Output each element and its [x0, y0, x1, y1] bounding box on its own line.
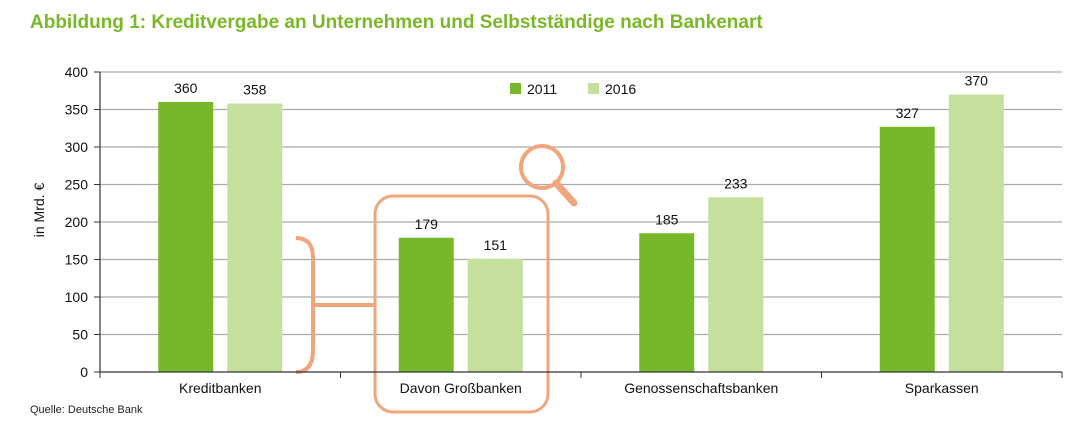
legend-swatch — [588, 83, 599, 94]
magnifier-icon — [519, 144, 565, 190]
bar — [227, 103, 283, 372]
y-tick-label: 100 — [65, 289, 89, 305]
y-tick-label: 0 — [80, 364, 88, 380]
data-label: 233 — [724, 175, 748, 191]
bar — [467, 258, 523, 372]
magnifier-handle — [552, 179, 578, 207]
bars — [158, 94, 1004, 372]
y-tick-label: 200 — [65, 214, 89, 230]
bar — [639, 233, 695, 372]
y-tick-label: 50 — [72, 327, 88, 343]
data-label: 179 — [415, 216, 439, 232]
data-label: 360 — [174, 80, 198, 96]
source-note: Quelle: Deutsche Bank — [30, 404, 143, 416]
axes: 0 50 100 150 200 250 300 350 400 Kreditbanken Davo… — [65, 64, 1063, 396]
legend-label: 2016 — [605, 81, 636, 97]
y-axis-label: in Mrd. € — [31, 183, 47, 238]
legend-label: 2011 — [527, 81, 557, 97]
data-labels: 360 358 179 151 185 233 327 370 — [174, 73, 988, 253]
x-tick-label: Genossenschaftsbanken — [624, 380, 778, 396]
y-tick-label: 350 — [65, 102, 89, 118]
bracket-shape — [295, 236, 315, 374]
bar — [398, 237, 454, 372]
data-label: 370 — [965, 73, 989, 89]
bar — [948, 94, 1004, 372]
x-tick-label: Kreditbanken — [179, 380, 262, 396]
data-label: 185 — [655, 211, 679, 227]
legend: 2011 2016 — [510, 81, 636, 97]
bar — [158, 102, 214, 372]
data-label: 151 — [484, 237, 508, 253]
legend-swatch — [510, 83, 521, 94]
y-tick-label: 150 — [65, 252, 89, 268]
y-tick-label: 300 — [65, 139, 89, 155]
x-tick-label: Davon Großbanken — [400, 380, 522, 396]
chart-title: Abbildung 1: Kreditvergabe an Unternehme… — [30, 12, 763, 33]
y-tick-label: 250 — [65, 177, 89, 193]
x-tick-label: Sparkassen — [905, 380, 979, 396]
bar — [879, 126, 935, 372]
data-label: 358 — [243, 82, 267, 98]
highlight-box — [373, 194, 550, 414]
bar — [708, 197, 764, 372]
y-tick-label: 400 — [65, 64, 89, 80]
data-label: 327 — [896, 105, 920, 121]
highlight-annotation — [295, 144, 578, 414]
